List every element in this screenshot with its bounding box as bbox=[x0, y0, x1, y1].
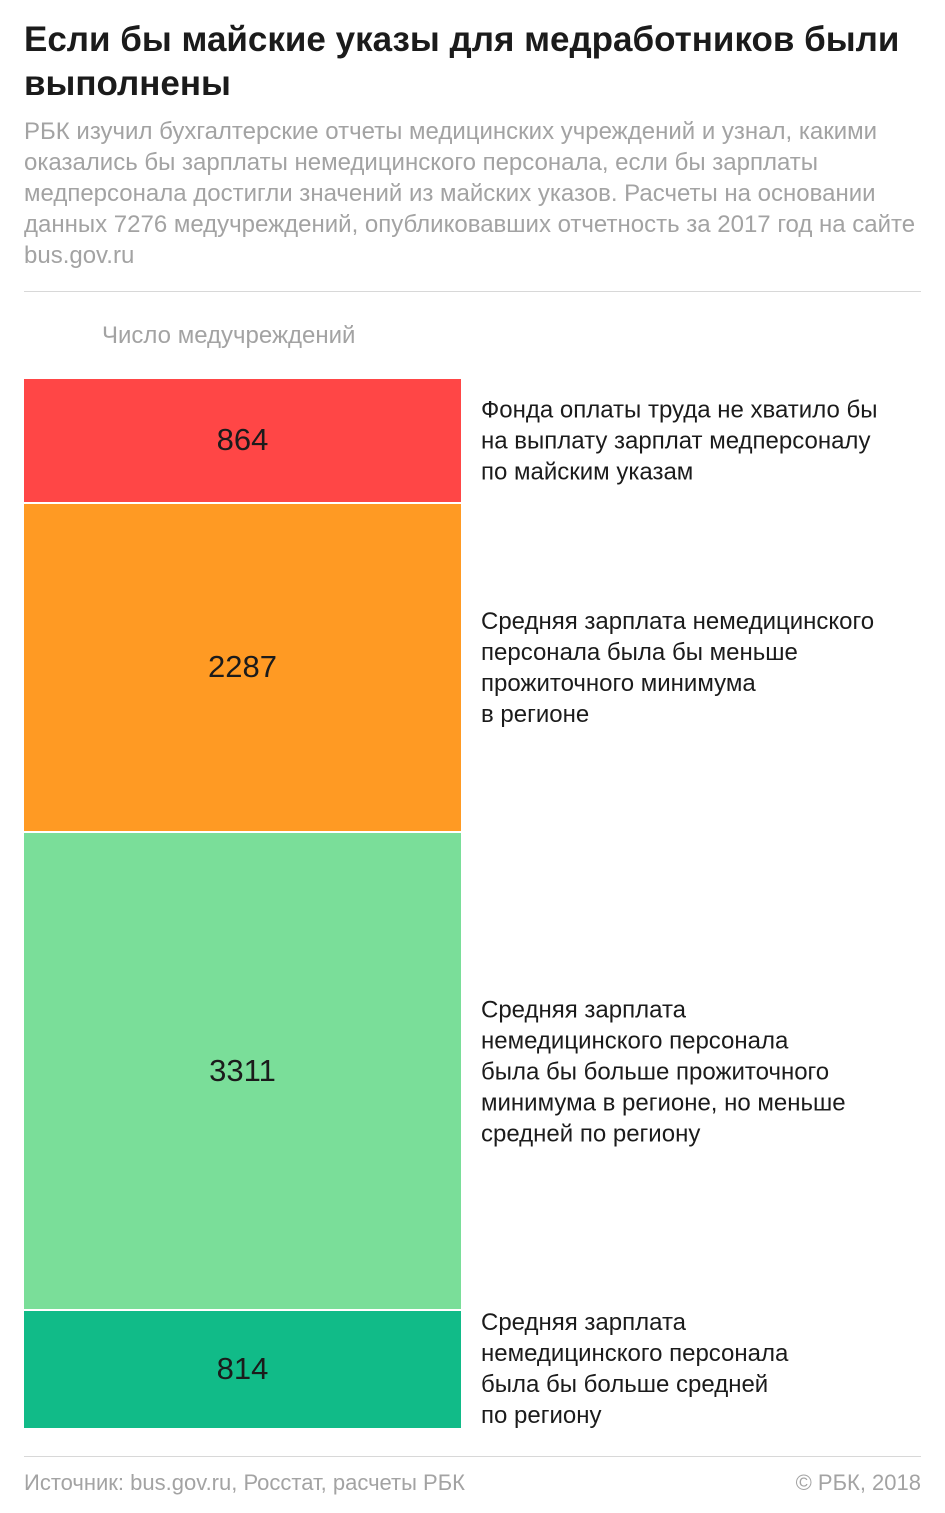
copyright: © РБК, 2018 bbox=[795, 1470, 921, 1495]
category-label: Средняя зарплата немедицинского персонал… bbox=[481, 996, 846, 1148]
category-label: Средняя зарплата немедицинского персонал… bbox=[481, 608, 875, 729]
top-divider bbox=[24, 291, 921, 292]
chart-title: Если бы майские указы для медработников … bbox=[24, 20, 900, 103]
category-label: Фонда оплаты труда не хватило бы на выпл… bbox=[481, 396, 878, 486]
bar-value-label: 814 bbox=[216, 1351, 269, 1387]
bar-segment: 864 bbox=[24, 379, 461, 502]
chart-subtitle: РБК изучил бухгалтерские отчеты медицинс… bbox=[24, 118, 916, 269]
bar-segment: 814 bbox=[24, 1310, 461, 1428]
bottom-divider bbox=[24, 1456, 921, 1457]
bar-value-label: 2287 bbox=[208, 649, 277, 685]
category-label: Средняя зарплата немедицинского персонал… bbox=[481, 1309, 789, 1430]
stacked-bar: 864 2287 3311 814 bbox=[24, 379, 461, 1428]
bar-value-label: 864 bbox=[216, 422, 269, 458]
y-axis-label: Число медучреждений bbox=[102, 322, 356, 349]
source-note: Источник: bus.gov.ru, Росстат, расчеты Р… bbox=[24, 1470, 465, 1495]
bar-segment: 2287 bbox=[24, 503, 461, 832]
bar-value-label: 3311 bbox=[209, 1052, 276, 1088]
bar-segment: 3311 bbox=[24, 833, 461, 1309]
